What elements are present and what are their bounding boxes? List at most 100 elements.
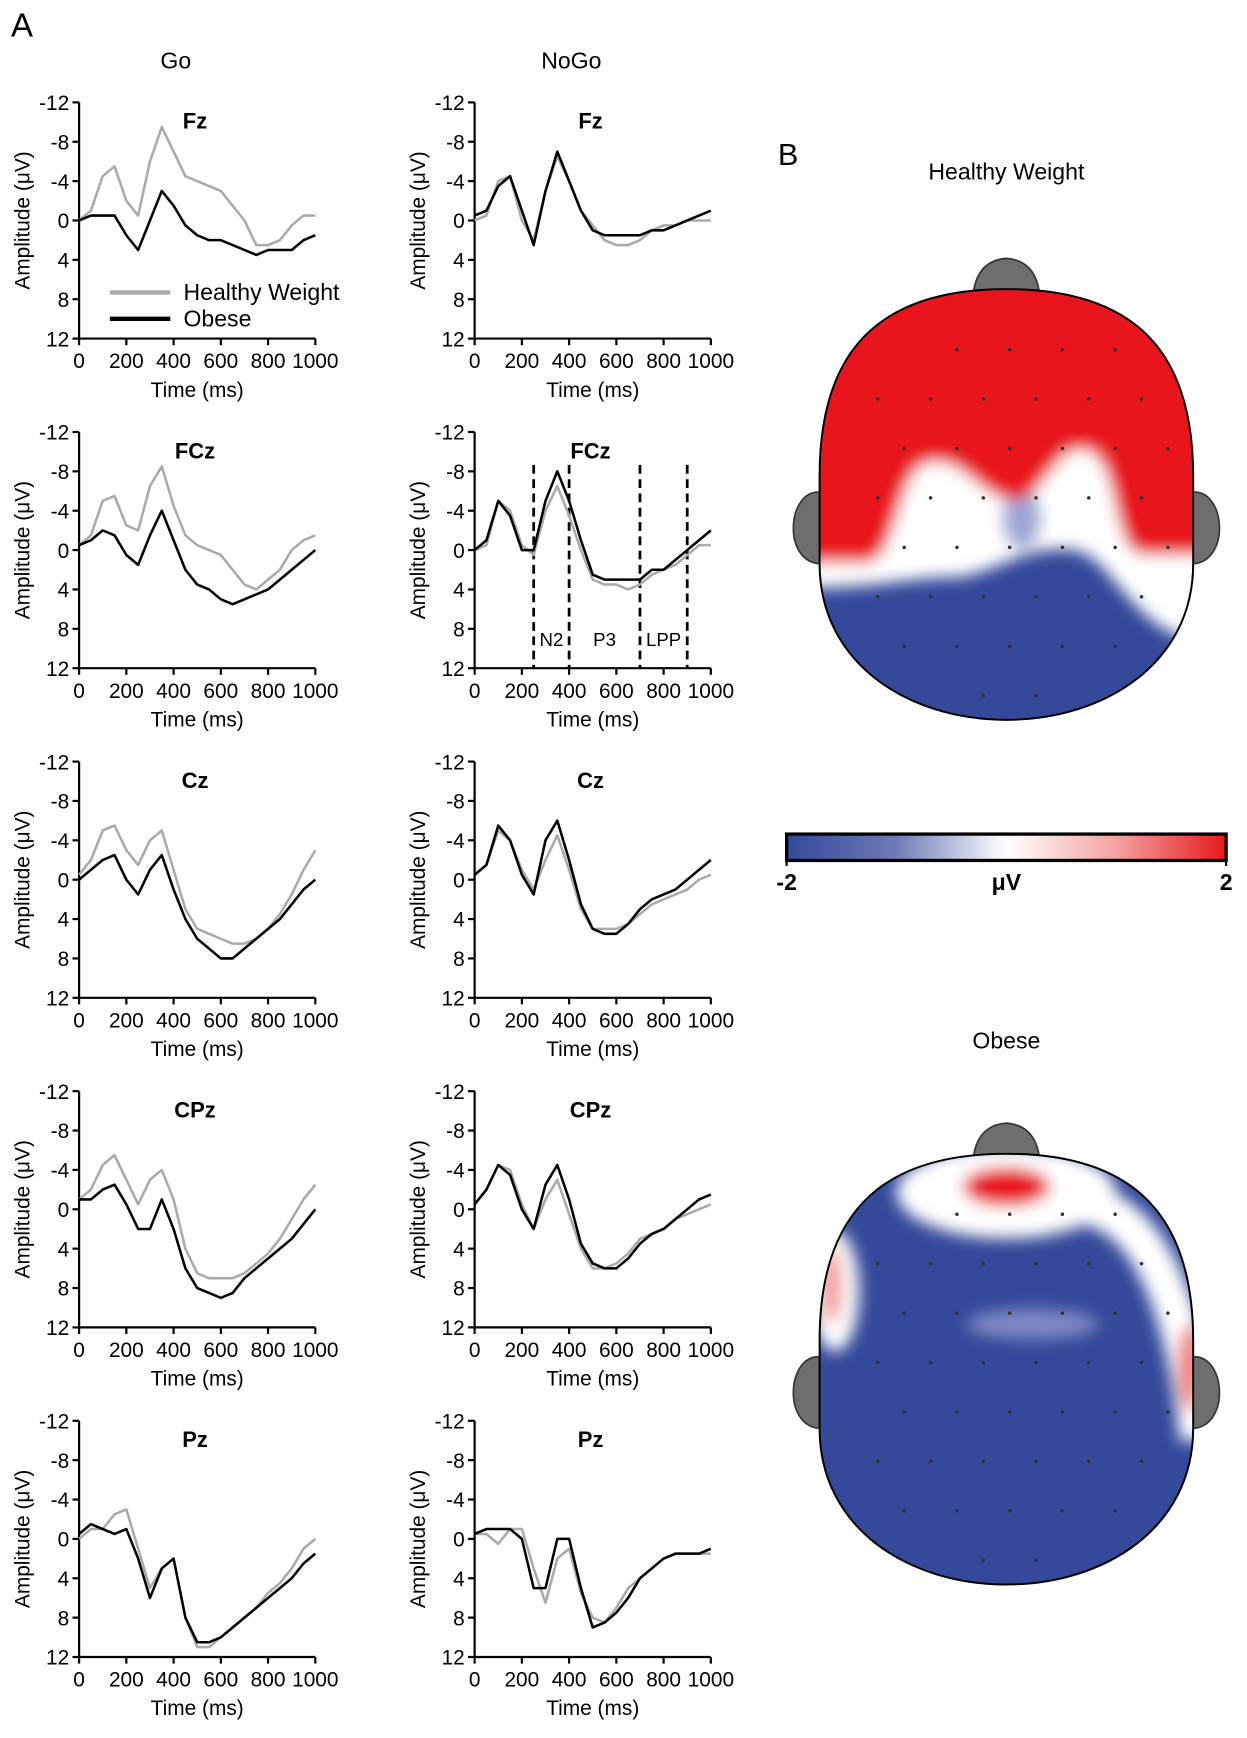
x-tick-label: 200 [109,1339,144,1362]
series-line [79,1183,317,1300]
y-tick-label: 0 [453,210,465,233]
y-tick-label: 12 [46,1317,69,1340]
electrode [1087,1459,1091,1464]
electrode [1139,496,1144,500]
field-blob [1073,1183,1194,1442]
x-tick-label: 400 [552,1669,587,1692]
window-label: P3 [593,629,616,650]
electrode [981,1459,986,1464]
scalp-outline [818,1152,1195,1586]
y-tick-label: -8 [446,461,465,484]
x-tick-label: 600 [599,1009,634,1032]
electrode [928,1261,933,1266]
electrode [1007,1311,1012,1315]
y-tick-label: 0 [58,1529,70,1552]
x-axis-label: Time (ms) [151,1038,244,1061]
x-tick-label: 800 [646,1669,681,1692]
series-line [474,155,711,247]
x-tick-label: 0 [469,350,481,373]
x-tick-label: 1000 [688,1339,734,1362]
y-tick-label: -12 [39,422,69,445]
x-axis-label: Time (ms) [546,708,639,731]
chart-title: FCz [570,438,610,463]
electrode [955,545,959,550]
y-axis-label: Amplitude (μV) [12,1140,35,1278]
y-tick-label: 12 [442,1317,465,1340]
y-tick-label: 4 [453,250,465,273]
y-tick-label: 8 [453,619,465,642]
x-tick-label: 600 [203,1009,238,1032]
series-line [78,509,317,606]
x-tick-label: 0 [73,1669,85,1692]
colorbar-tick-label: -2 [776,869,797,895]
x-tick-label: 0 [73,350,85,373]
x-tick-label: 600 [599,350,634,373]
y-tick-label: -12 [435,1081,465,1104]
electrode [902,1410,906,1414]
y-tick-label: -12 [39,92,69,115]
y-tick-label: -8 [51,1450,70,1473]
y-tick-label: -12 [435,751,465,774]
colorbar [785,832,1228,863]
electrode [955,347,959,352]
x-axis-label: Time (ms) [546,379,639,402]
nose [972,257,1041,294]
electrode [1034,1459,1038,1464]
y-tick-label: 0 [58,869,70,892]
scalp-map [819,289,1194,720]
y-axis-label: Amplitude (μV) [407,481,430,619]
x-tick-label: 1000 [292,350,338,373]
series-line [474,1527,711,1624]
electrode [1166,1410,1170,1414]
y-tick-label: -8 [446,131,465,154]
scalp-outline [818,288,1195,721]
electrode [1087,1261,1091,1266]
y-tick-label: 4 [58,909,70,932]
electrode [1087,496,1091,500]
x-tick-label: 800 [646,1339,681,1362]
x-tick-label: 1000 [292,1669,338,1692]
x-axis-label: Time (ms) [151,1697,244,1720]
x-axis-label: Time (ms) [151,379,244,402]
window-label: LPP [646,629,681,650]
panel-label: B [778,137,799,172]
y-tick-label: -4 [446,171,465,194]
electrode [876,1459,880,1464]
y-tick-label: 0 [58,1199,70,1222]
y-tick-label: 4 [453,579,465,602]
electrode [1087,595,1091,599]
electrode [1139,1459,1144,1464]
series-line [473,470,712,581]
y-tick-label: -12 [39,1410,69,1433]
electrode [1113,347,1117,352]
topomaps [792,257,1221,1586]
chart-title: Fz [578,109,602,134]
series-line [473,819,712,936]
electrode [1113,1311,1117,1315]
electrode [876,595,880,599]
x-tick-label: 800 [251,1339,286,1362]
nose [972,1122,1041,1158]
x-tick-label: 200 [504,350,539,373]
y-tick-label: -4 [446,1489,465,1512]
y-tick-label: 12 [442,658,465,681]
x-tick-label: 1000 [292,680,338,703]
electrode [1139,595,1144,599]
y-tick-label: 0 [453,1529,465,1552]
electrode [981,693,986,698]
x-axis-label: Time (ms) [151,708,244,731]
chart-title: Fz [183,109,207,134]
x-tick-label: 0 [73,1339,85,1362]
series-line [473,829,712,931]
electrode [1007,1410,1012,1414]
y-tick-label: -4 [51,171,70,194]
electrode [1060,1410,1065,1414]
electrode [1087,1360,1091,1365]
x-tick-label: 600 [203,680,238,703]
y-tick-label: 4 [453,909,465,932]
series-line [78,1153,317,1280]
electrode [1060,1509,1065,1513]
x-tick-label: 200 [109,1009,144,1032]
